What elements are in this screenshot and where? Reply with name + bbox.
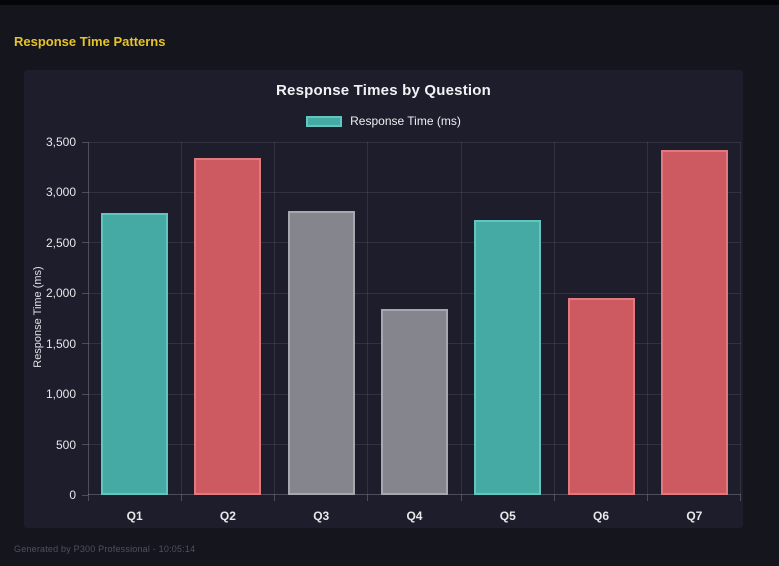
x-tick-label: Q3 [313,509,330,523]
x-tick-label: Q7 [686,509,703,523]
x-tick-mark [367,495,369,501]
x-tick-mark [647,495,649,501]
bar-q5 [474,220,541,495]
gridline-horizontal [88,191,741,193]
bar-q4 [381,309,448,495]
legend-swatch [306,115,343,127]
gridline-vertical [367,142,369,495]
x-tick-mark [460,495,462,501]
legend-label: Response Time (ms) [350,114,461,128]
gridline-vertical [739,142,741,495]
chart-legend[interactable]: Response Time (ms) [24,114,743,128]
page-title: Response Time Patterns [14,34,166,49]
gridline-horizontal [88,242,741,244]
y-tick-label: 500 [55,437,76,452]
y-tick-mark [82,242,88,244]
y-tick-label: 1,000 [45,387,76,402]
x-tick-mark [87,495,89,501]
bar-q7 [661,150,728,495]
x-tick-label: Q2 [219,509,236,523]
gridline-horizontal [88,292,741,294]
y-tick-label: 0 [69,488,76,502]
y-tick-label: 2,500 [45,235,76,250]
bar-q6 [568,298,635,495]
y-tick-mark [82,191,88,193]
x-tick-label: Q4 [406,509,423,523]
x-tick-mark [739,495,741,501]
y-tick-label: 2,000 [45,286,76,301]
x-tick-mark [553,495,555,501]
x-tick-mark [274,495,276,501]
y-tick-mark [82,494,88,496]
y-tick-label: 3,000 [45,185,76,200]
bar-q1 [101,213,168,495]
bar-q2 [194,158,261,495]
y-axis-line [88,142,89,495]
x-tick-mark [180,495,182,501]
gridline-vertical [180,142,182,495]
gridline-vertical [553,142,555,495]
chart-panel: Response Times by Question Response Time… [24,70,743,528]
x-tick-label: Q5 [499,509,516,523]
top-bar [0,0,779,5]
y-tick-label: 3,500 [45,135,76,149]
y-tick-mark [82,444,88,446]
gridline-vertical [274,142,276,495]
gridline-vertical [647,142,649,495]
x-tick-label: Q6 [593,509,610,523]
plot-area [88,141,741,495]
y-tick-mark [82,393,88,395]
y-tick-label: 1,500 [45,336,76,351]
gridline-vertical [460,142,462,495]
y-tick-mark [82,343,88,345]
bar-q3 [288,211,355,495]
y-tick-mark [82,292,88,294]
chart-title: Response Times by Question [276,82,491,99]
y-tick-mark [82,141,88,143]
x-tick-label: Q1 [126,509,143,523]
gridline-horizontal [88,141,741,143]
footer-text: Generated by P300 Professional - 10:05:1… [14,544,196,554]
